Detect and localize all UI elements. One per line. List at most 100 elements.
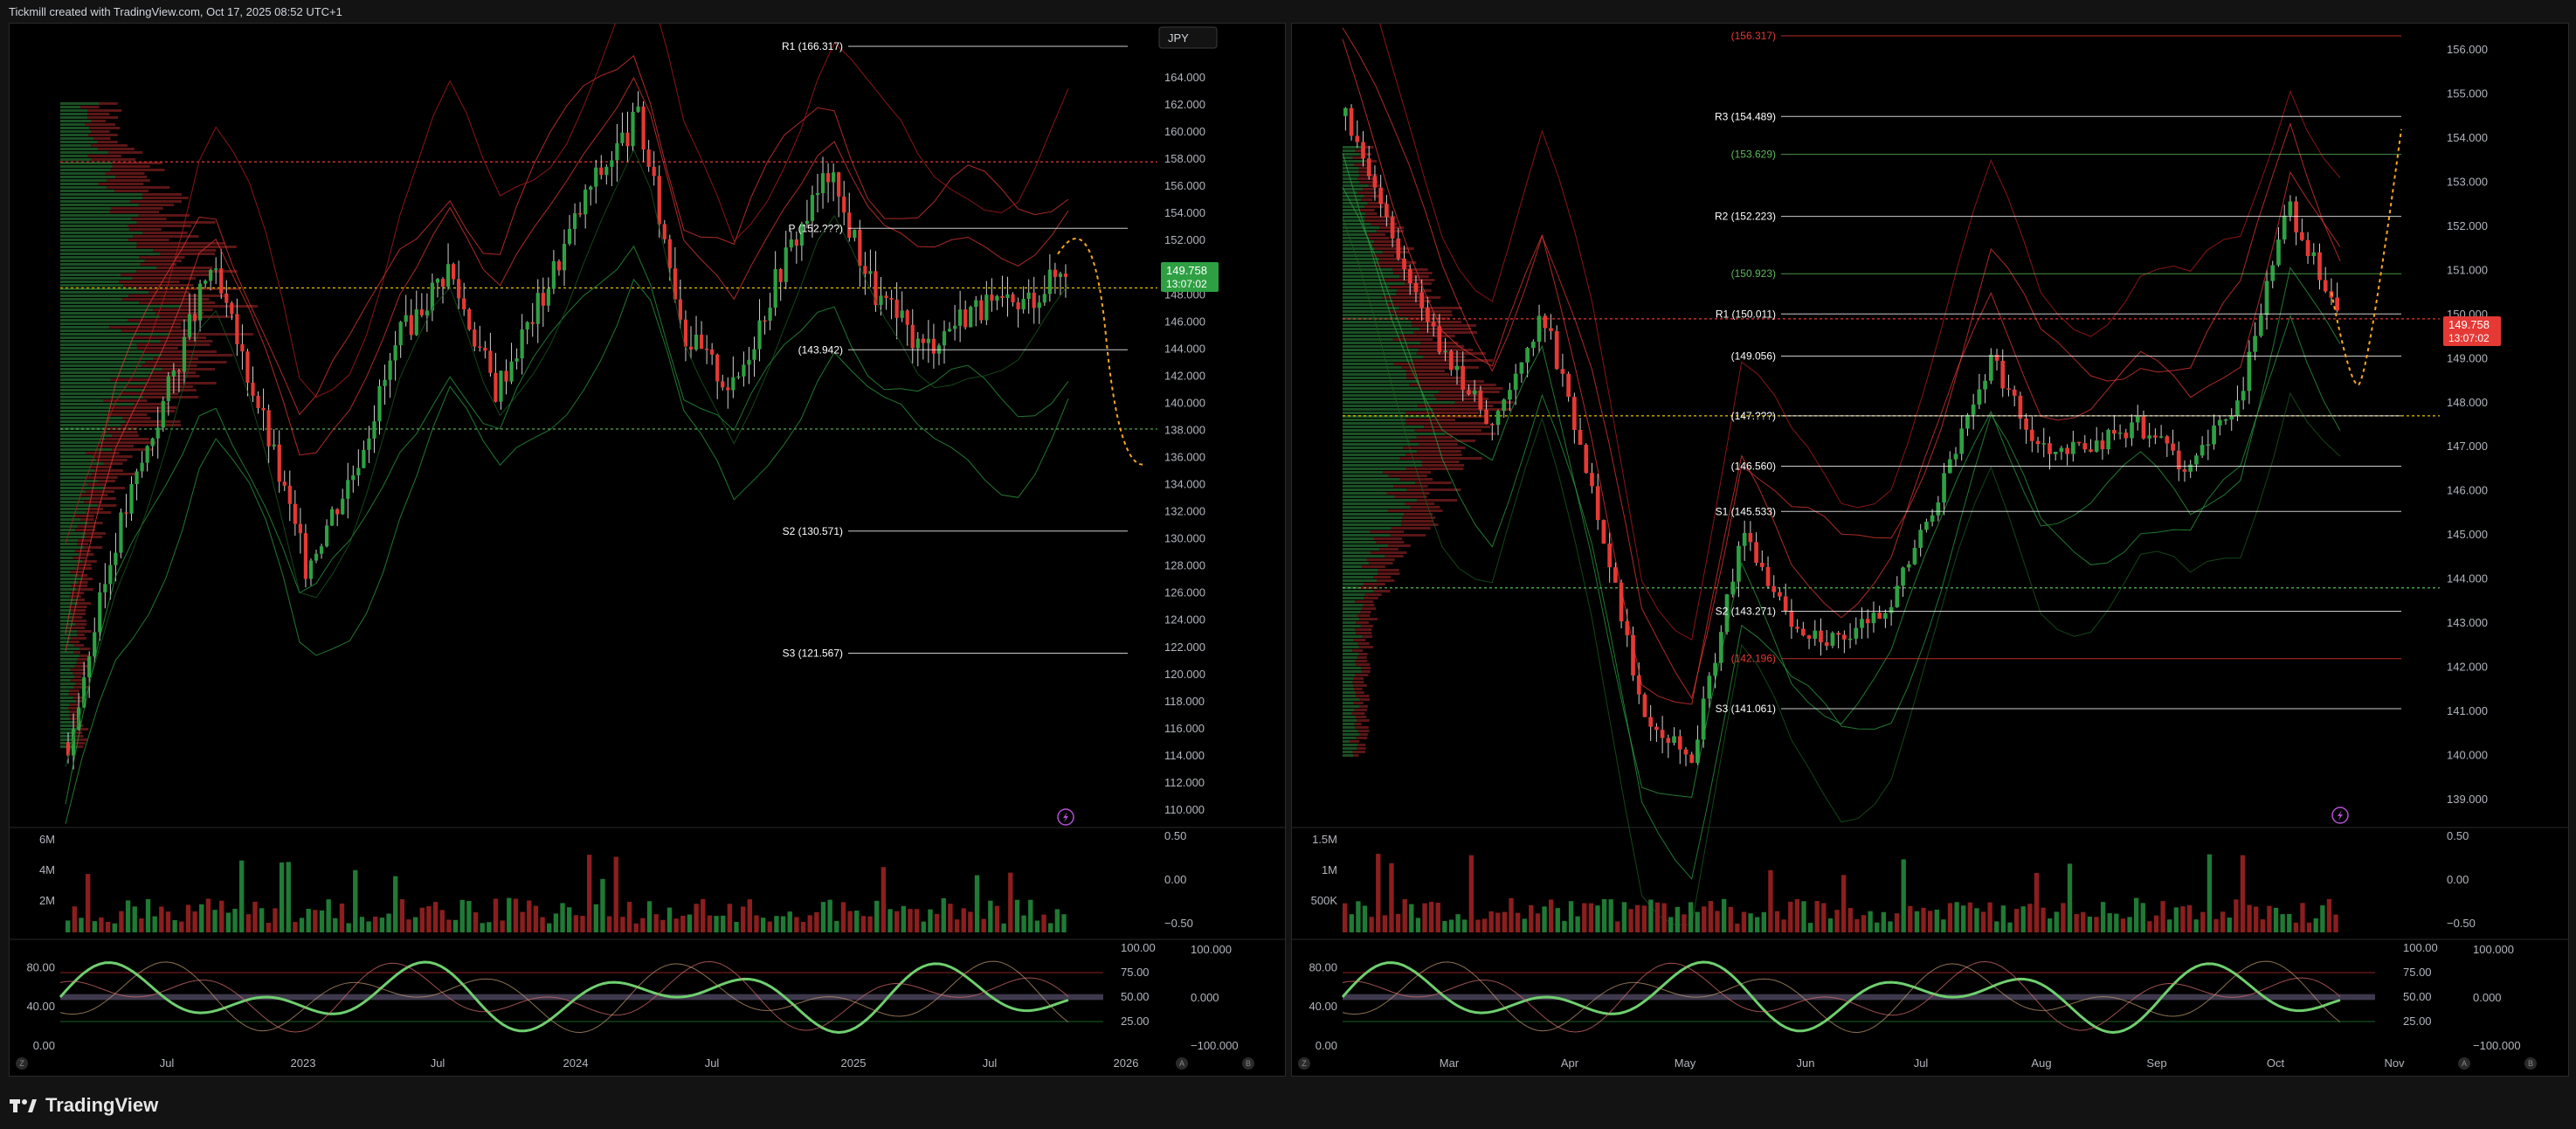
candle-body	[520, 329, 524, 359]
candle-body	[915, 338, 920, 349]
volume-bar	[2280, 914, 2285, 932]
left-chart-pane[interactable]: JPY R1 (166.317) P (152.???) (143.942) S2 (1…	[9, 23, 1286, 1077]
volume-profile-bar	[1364, 583, 1385, 585]
volume-bar	[1648, 899, 1654, 932]
volume-bar	[2173, 907, 2179, 932]
volume-profile-bar	[1371, 223, 1398, 225]
candle-body	[509, 361, 514, 382]
volume-profile-bar	[1343, 576, 1373, 578]
right-chart-svg[interactable]: (156.317) R3 (154.489) (153.629) R2 (152.22…	[1292, 24, 2568, 1076]
volume-profile-bar	[1398, 335, 1455, 337]
volume-profile-bar	[60, 515, 76, 517]
volume-bar	[159, 906, 164, 932]
volume-bar	[426, 906, 432, 932]
volume-bar	[1356, 901, 1361, 932]
volume-profile-bar	[60, 588, 77, 591]
volume-axis-tick: 1M	[1322, 863, 1337, 876]
volume-profile-bar	[1379, 258, 1403, 260]
volume-profile-bar	[60, 336, 134, 339]
volume-profile-bar	[1343, 366, 1402, 369]
volume-profile-bar	[1343, 457, 1400, 460]
rsi-line	[59, 960, 1069, 1034]
left-chart-svg[interactable]: JPY R1 (166.317) P (152.???) (143.942) S2 (1…	[10, 24, 1285, 1076]
price-axis-tick: 153.000	[2447, 175, 2488, 188]
candle-body	[2288, 201, 2293, 216]
volume-profile-bar	[1361, 607, 1377, 610]
volume-profile-bar	[69, 689, 79, 692]
volume-profile-bar	[1343, 730, 1358, 732]
volume-bar	[666, 907, 673, 932]
volume-profile-bar	[134, 403, 169, 405]
volume-profile-bar	[70, 627, 86, 629]
volume-profile-bar	[77, 658, 89, 661]
candle-body	[710, 350, 715, 355]
volume-profile-bar	[112, 162, 162, 164]
volume-bar	[1395, 913, 1401, 932]
volume-profile-bar	[1343, 230, 1377, 232]
volume-profile-bar	[1343, 149, 1356, 152]
volume-bar	[1821, 903, 1827, 932]
volume-profile-bar	[71, 592, 85, 594]
candle-body	[784, 247, 788, 282]
volume-bar	[99, 917, 104, 932]
volume-profile-bar	[1343, 719, 1357, 722]
candle-body	[451, 264, 456, 280]
volume-profile-bar	[76, 630, 92, 633]
volume-profile-bar	[110, 410, 176, 412]
volume-profile-bar	[1343, 590, 1374, 592]
volume-profile-bar	[60, 211, 110, 213]
volume-profile-bar	[60, 116, 88, 119]
candle-body	[1930, 515, 1935, 523]
lightning-icon	[2331, 807, 2349, 824]
candle-body	[931, 338, 936, 354]
volume-profile-bar	[1343, 272, 1394, 274]
volume-profile-bar	[1365, 212, 1378, 215]
volume-profile-bar	[1343, 726, 1355, 729]
volume-profile-bar	[60, 249, 154, 252]
price-axis-tick: 162.000	[1164, 98, 1205, 111]
volume-profile-bar	[60, 298, 123, 301]
candle-body	[1806, 635, 1812, 639]
volume-profile-bar	[136, 242, 225, 245]
volume-profile-bar	[1343, 300, 1393, 302]
volume-profile-bar	[112, 165, 150, 168]
corner-badge-label: A	[1179, 1059, 1184, 1068]
volume-bar	[794, 917, 799, 932]
volume-bar	[513, 898, 519, 932]
volume-profile-bar	[86, 476, 118, 479]
time-axis-label: Nov	[2384, 1056, 2405, 1070]
volume-profile-bar	[74, 550, 91, 552]
volume-bar	[125, 900, 131, 932]
volume-bar	[1468, 855, 1474, 932]
candle-body	[515, 358, 519, 362]
volume-bar	[373, 916, 378, 932]
right-chart-pane[interactable]: (156.317) R3 (154.489) (153.629) R2 (152.22…	[1291, 23, 2569, 1077]
volume-profile-bar	[128, 225, 192, 227]
time-axis-label: 2026	[1114, 1056, 1139, 1070]
candle-body	[1437, 326, 1442, 352]
candle-body	[921, 338, 925, 343]
volume-profile-bar	[133, 336, 206, 339]
volume-profile-bar	[60, 284, 124, 287]
candle-body	[308, 560, 314, 579]
rsi-midband	[1343, 994, 2375, 1001]
volume-bar	[1854, 918, 1860, 932]
volume-profile-bar	[72, 616, 83, 619]
volume-bar	[1721, 898, 1727, 932]
volume-profile-bar	[60, 350, 144, 353]
volume-profile-bar	[60, 452, 86, 454]
candle-body	[572, 213, 577, 229]
volume-bar	[2094, 917, 2099, 932]
volume-profile-bar	[60, 693, 69, 696]
volume-profile-bar	[1374, 247, 1414, 250]
volume-bar	[2153, 915, 2159, 932]
volume-profile-bar	[60, 689, 70, 692]
pivot-level-label: S3 (121.567)	[783, 647, 843, 659]
candle-body	[2241, 391, 2246, 401]
rsi-right-tick: 25.00	[2403, 1015, 2432, 1028]
volume-profile-bar	[74, 675, 82, 678]
volume-profile-bar	[60, 466, 92, 468]
volume-profile-bar	[60, 169, 111, 171]
volume-profile-bar	[130, 200, 183, 203]
volume-profile-bar	[72, 620, 86, 622]
